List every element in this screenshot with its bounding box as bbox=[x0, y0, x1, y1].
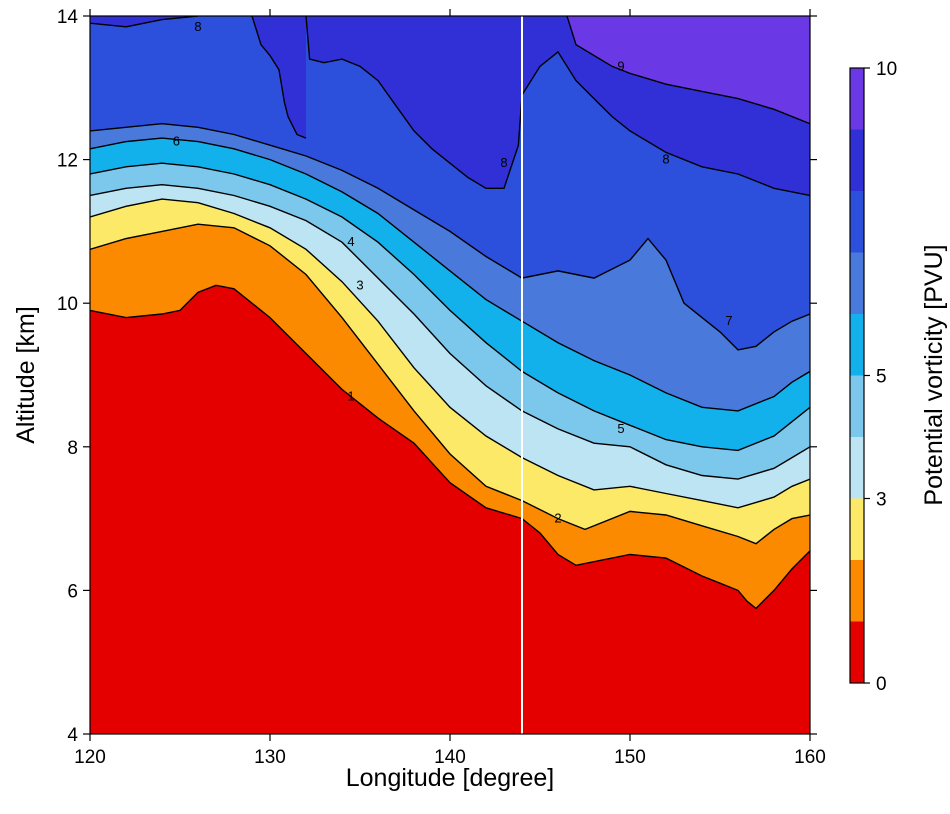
contour-label-8: 8 bbox=[500, 155, 507, 170]
colorbar-tick-label: 5 bbox=[876, 367, 887, 388]
x-tick-label: 150 bbox=[614, 747, 646, 768]
contour-line-layer bbox=[90, 16, 810, 610]
x-tick-label: 140 bbox=[434, 747, 466, 768]
y-tick-label: 12 bbox=[57, 151, 78, 172]
contour-label-8: 8 bbox=[662, 152, 669, 167]
x-axis-ticks: 120 130 140 150 160 bbox=[74, 9, 826, 768]
x-axis-title: Longitude [degree] bbox=[346, 764, 555, 792]
contour-label-5: 5 bbox=[617, 421, 624, 436]
contour-label-3: 3 bbox=[356, 277, 363, 292]
contour-label-8: 8 bbox=[194, 19, 201, 34]
colorbar-segment-4-5 bbox=[850, 375, 864, 437]
contour-line-2 bbox=[90, 223, 810, 545]
contour-label-4: 4 bbox=[347, 234, 354, 249]
contour-line-8 bbox=[90, 16, 199, 28]
contour-line-1 bbox=[90, 284, 810, 610]
contour-line-3 bbox=[90, 198, 810, 509]
colorbar-segment-3-4 bbox=[850, 437, 864, 499]
contour-line-8 bbox=[251, 16, 307, 139]
x-tick-label: 160 bbox=[794, 747, 826, 768]
contour-label-9: 9 bbox=[617, 58, 624, 73]
x-tick-label: 130 bbox=[254, 747, 286, 768]
colorbar-title: Potential vorticity [PVU] bbox=[920, 244, 948, 505]
y-tick-label: 8 bbox=[67, 438, 78, 459]
y-tick-label: 4 bbox=[67, 725, 78, 746]
y-tick-label: 6 bbox=[67, 581, 78, 602]
y-tick-label: 14 bbox=[57, 7, 79, 28]
contour-line-4 bbox=[90, 183, 810, 480]
colorbar-segment-9-10 bbox=[850, 68, 864, 130]
contour-label-2: 2 bbox=[554, 511, 561, 526]
colorbar-segment-0-1 bbox=[850, 621, 864, 683]
colorbar-segment-2-3 bbox=[850, 498, 864, 560]
y-axis-title: Altitude [km] bbox=[12, 306, 40, 444]
contour-label-7: 7 bbox=[725, 313, 732, 328]
pv-band-9-10 bbox=[567, 16, 810, 124]
colorbar-segment-1-2 bbox=[850, 560, 864, 622]
colorbar-segment-8-9 bbox=[850, 129, 864, 191]
contour-label-layer: 1 2 3 4 5 6 7 8 8 8 9 bbox=[173, 19, 733, 526]
contour-line-6 bbox=[90, 137, 810, 412]
contour-label-1: 1 bbox=[347, 389, 354, 404]
x-tick-label: 120 bbox=[74, 747, 106, 768]
colorbar-tick-label: 10 bbox=[876, 59, 897, 80]
contour-label-6: 6 bbox=[173, 134, 180, 149]
contour-fill-layer bbox=[90, 16, 810, 734]
colorbar: 0 3 5 10 bbox=[849, 59, 897, 695]
contour-line-9 bbox=[566, 16, 810, 125]
contour-line-5 bbox=[90, 162, 810, 452]
colorbar-segment-5-6 bbox=[850, 314, 864, 376]
colorbar-segment-6-7 bbox=[850, 252, 864, 314]
colorbar-tick-label: 0 bbox=[876, 674, 887, 695]
pv-band-8-9 bbox=[252, 16, 306, 139]
colorbar-segment-7-8 bbox=[850, 191, 864, 253]
pv-band-8-9 bbox=[90, 16, 198, 27]
contour-line-7 bbox=[90, 122, 810, 351]
y-tick-label: 10 bbox=[57, 294, 78, 315]
colorbar-tick-label: 3 bbox=[876, 490, 887, 511]
contour-line-8 bbox=[305, 16, 810, 197]
